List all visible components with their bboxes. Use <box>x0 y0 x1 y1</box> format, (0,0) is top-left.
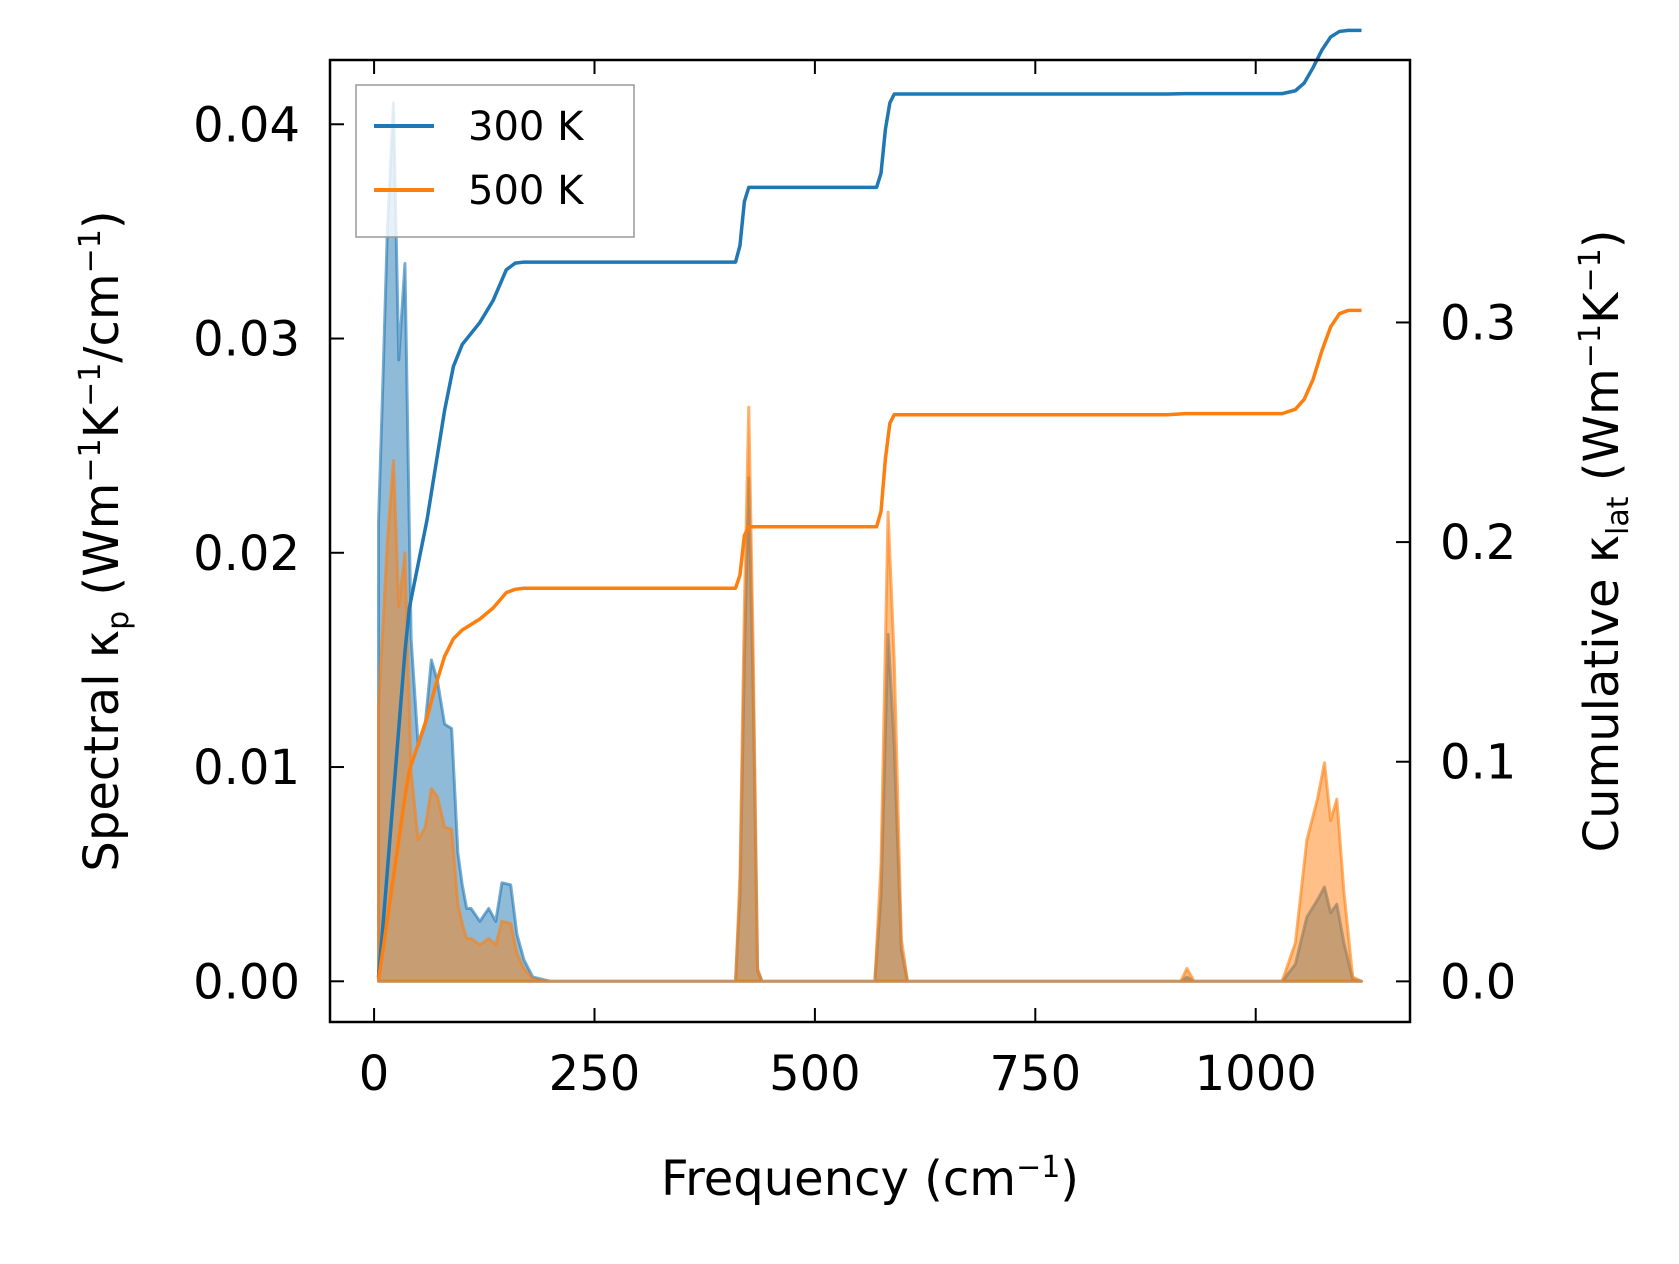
spectral-area-500k <box>376 405 1364 983</box>
y-left-tick-label: 0.00 <box>193 954 300 1010</box>
x-tick-label: 0 <box>359 1046 390 1102</box>
legend: 300 K 500 K <box>355 84 635 238</box>
legend-label-300k: 300 K <box>468 104 585 150</box>
legend-label-500k: 500 K <box>468 168 585 214</box>
x-axis-title: Frequency (cm−1) <box>661 1150 1079 1207</box>
spectral-fills <box>376 101 1364 983</box>
y-right-tick-label: 0.3 <box>1440 295 1516 351</box>
cumulative-line-500k <box>376 308 1362 980</box>
y-left-tick-label: 0.04 <box>193 97 300 153</box>
x-tick-label: 1000 <box>1195 1046 1317 1102</box>
axis-ticks: 0 250 500 750 1000 0.00 0.01 0.02 0.03 0.04 0.0 0.1… <box>193 60 1516 1102</box>
y-left-tick-label: 0.02 <box>193 526 300 582</box>
y-right-tick-label: 0.0 <box>1440 954 1516 1010</box>
y-axis-right-title: Cumulative κlat (Wm−1K−1) <box>1573 230 1636 853</box>
y-right-tick-label: 0.1 <box>1440 735 1516 791</box>
legend-box <box>355 84 635 238</box>
cumulative-line-300k <box>376 28 1362 978</box>
y-left-tick-label: 0.01 <box>193 740 300 796</box>
cumulative-lines <box>376 28 1362 980</box>
y-right-tick-label: 0.2 <box>1440 515 1516 571</box>
y-axis-left-title: Spectral κp (Wm−1K−1/cm−1) <box>73 210 136 871</box>
x-tick-label: 500 <box>769 1046 861 1102</box>
plot-frame <box>328 58 1412 1024</box>
y-left-tick-label: 0.03 <box>193 312 300 368</box>
x-tick-label: 250 <box>549 1046 641 1102</box>
x-tick-label: 750 <box>989 1046 1081 1102</box>
